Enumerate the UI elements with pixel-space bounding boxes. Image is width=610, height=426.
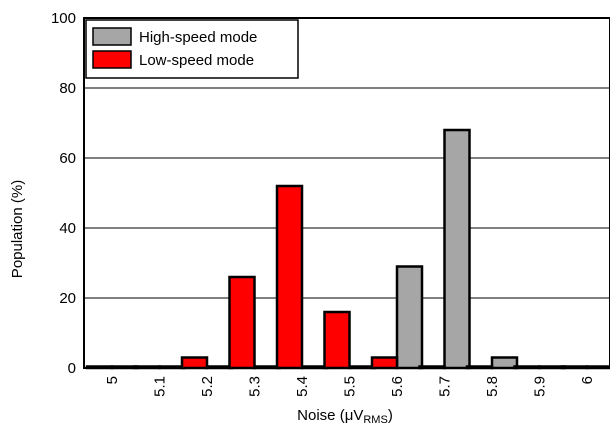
- legend-swatch-high-speed: [92, 27, 132, 46]
- legend-swatch-low-speed: [92, 50, 132, 69]
- bar-low-speed-5.3: [228, 275, 256, 370]
- gridlines: [84, 87, 610, 299]
- x-axis-unit-close: ): [388, 407, 393, 424]
- bar-low-speed-5.2: [180, 356, 209, 370]
- x-tick-label: 5.6: [389, 376, 406, 397]
- bar-high-speed-5.7: [443, 128, 471, 370]
- bar-low-speed-5.6: [370, 356, 399, 370]
- y-tick-label: 0: [68, 360, 76, 377]
- x-tick-label: 5.5: [342, 376, 359, 397]
- x-tick-label: 5.1: [152, 376, 169, 397]
- legend-label-low-speed: Low-speed mode: [139, 52, 254, 69]
- bars: [85, 128, 610, 370]
- y-tick-label: 80: [59, 80, 76, 97]
- bar-low-speed-5.5: [323, 310, 351, 370]
- legend: High-speed mode Low-speed mode: [85, 19, 299, 79]
- x-axis-unit: μV: [345, 407, 364, 424]
- bar-low-speed-5.4: [275, 184, 304, 370]
- x-axis-unit-sub: RMS: [363, 414, 387, 426]
- x-tick-label: 5: [104, 376, 121, 384]
- plot-frame: [83, 17, 610, 369]
- x-tick-label: 5.3: [247, 376, 264, 397]
- x-axis-title-text: Noise: [297, 407, 335, 424]
- x-tick-label: 5.4: [294, 376, 311, 397]
- x-tick-label: 5.9: [532, 376, 549, 397]
- tick-labels: 0 20 40 60 80 100 5 5.1 5.2 5.3 5.4 5.5 5.6 5.7 5.8 5.9…: [51, 10, 596, 397]
- x-tick-label: 5.7: [437, 376, 454, 397]
- x-tick-label: 5.8: [484, 376, 501, 397]
- y-axis-title: Population (%): [9, 180, 26, 278]
- legend-label-high-speed: High-speed mode: [139, 29, 257, 46]
- x-axis-title: Noise (μVRMS): [297, 407, 393, 426]
- y-tick-label: 20: [59, 290, 76, 307]
- x-tick-label: 6: [579, 376, 596, 384]
- y-tick-label: 100: [51, 10, 76, 27]
- x-tick-label: 5.2: [199, 376, 216, 397]
- x-axis-unit-open: (: [340, 407, 345, 424]
- y-tick-label: 60: [59, 150, 76, 167]
- y-tick-label: 40: [59, 220, 76, 237]
- bar-high-speed-5.6: [395, 265, 424, 370]
